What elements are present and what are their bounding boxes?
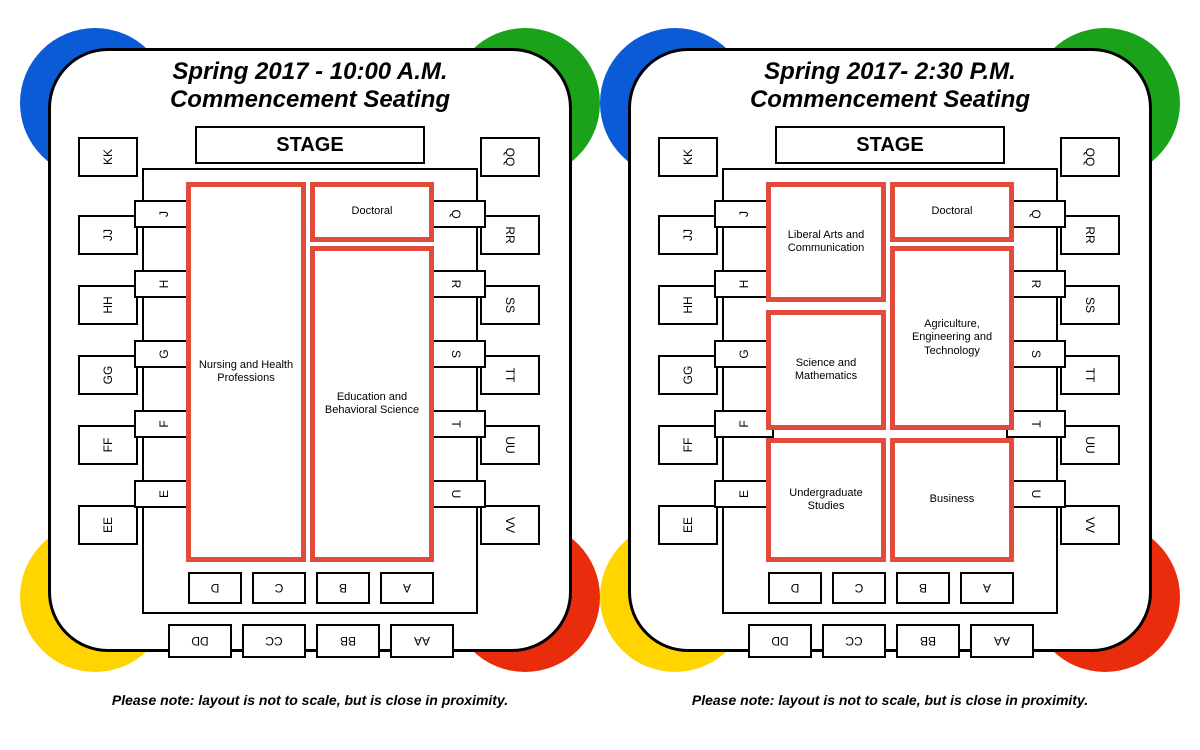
section-U: U xyxy=(1006,480,1066,508)
title-line1: Spring 2017 - 10:00 A.M. xyxy=(172,58,447,85)
grad-doctoral: Doctoral xyxy=(890,182,1014,242)
section-JJ: JJ xyxy=(78,215,138,255)
section-TT: TT xyxy=(480,355,540,395)
section-DD: DD xyxy=(748,624,812,658)
section-EE: EE xyxy=(658,505,718,545)
section-HH: HH xyxy=(658,285,718,325)
section-RR: RR xyxy=(1060,215,1120,255)
title-line1: Spring 2017- 2:30 P.M. xyxy=(764,58,1016,85)
section-VV: VV xyxy=(480,505,540,545)
chart-title: Spring 2017 - 10:00 A.M. Commencement Se… xyxy=(30,58,590,113)
grad-floor: Liberal Arts and Communication Science a… xyxy=(766,182,1014,562)
section-H: H xyxy=(134,270,194,298)
section-SS: SS xyxy=(1060,285,1120,325)
seating-chart-morning: Spring 2017 - 10:00 A.M. Commencement Se… xyxy=(30,10,590,730)
section-AA: AA xyxy=(390,624,454,658)
section-R: R xyxy=(426,270,486,298)
section-FF: FF xyxy=(78,425,138,465)
section-CC: CC xyxy=(822,624,886,658)
title-line2: Commencement Seating xyxy=(750,86,1030,113)
section-FF: FF xyxy=(658,425,718,465)
section-HH: HH xyxy=(78,285,138,325)
title-line2: Commencement Seating xyxy=(170,86,450,113)
section-TT: TT xyxy=(1060,355,1120,395)
section-E: E xyxy=(134,480,194,508)
grad-ebs: Education and Behavioral Science xyxy=(310,246,434,562)
chart-footnote: Please note: layout is not to scale, but… xyxy=(610,692,1170,708)
section-B: B xyxy=(316,572,370,604)
grad-sm: Science and Mathematics xyxy=(766,310,886,430)
section-AA: AA xyxy=(970,624,1034,658)
section-C: C xyxy=(252,572,306,604)
section-T: T xyxy=(426,410,486,438)
section-R: R xyxy=(1006,270,1066,298)
section-CC: CC xyxy=(242,624,306,658)
section-UU: UU xyxy=(480,425,540,465)
grad-doctoral: Doctoral xyxy=(310,182,434,242)
section-S: S xyxy=(1006,340,1066,368)
chart-title: Spring 2017- 2:30 P.M. Commencement Seat… xyxy=(610,58,1170,113)
grad-us: Undergraduate Studies xyxy=(766,438,886,562)
section-SS: SS xyxy=(480,285,540,325)
section-VV: VV xyxy=(1060,505,1120,545)
section-JJ: JJ xyxy=(658,215,718,255)
section-GG: GG xyxy=(658,355,718,395)
grad-floor: Nursing and Health Professions Doctoral … xyxy=(186,182,434,562)
section-H: H xyxy=(714,270,774,298)
section-T: T xyxy=(1006,410,1066,438)
section-KK: KK xyxy=(658,137,718,177)
section-Q: Q xyxy=(1006,200,1066,228)
stage-box: STAGE xyxy=(775,126,1005,164)
grad-nhp: Nursing and Health Professions xyxy=(186,182,306,562)
grad-bus: Business xyxy=(890,438,1014,562)
section-A: A xyxy=(960,572,1014,604)
section-EE: EE xyxy=(78,505,138,545)
section-G: G xyxy=(134,340,194,368)
section-BB: BB xyxy=(316,624,380,658)
section-F: F xyxy=(714,410,774,438)
section-S: S xyxy=(426,340,486,368)
grad-aet: Agriculture, Engineering and Technology xyxy=(890,246,1014,430)
section-QQ: QQ xyxy=(480,137,540,177)
section-D: D xyxy=(188,572,242,604)
section-KK: KK xyxy=(78,137,138,177)
section-F: F xyxy=(134,410,194,438)
section-U: U xyxy=(426,480,486,508)
stage-label: STAGE xyxy=(856,134,923,157)
section-B: B xyxy=(896,572,950,604)
section-DD: DD xyxy=(168,624,232,658)
chart-footnote: Please note: layout is not to scale, but… xyxy=(30,692,590,708)
seating-chart-afternoon: Spring 2017- 2:30 P.M. Commencement Seat… xyxy=(610,10,1170,730)
section-C: C xyxy=(832,572,886,604)
stage-box: STAGE xyxy=(195,126,425,164)
grad-lac: Liberal Arts and Communication xyxy=(766,182,886,302)
section-D: D xyxy=(768,572,822,604)
section-Q: Q xyxy=(426,200,486,228)
section-E: E xyxy=(714,480,774,508)
section-UU: UU xyxy=(1060,425,1120,465)
section-J: J xyxy=(134,200,194,228)
section-A: A xyxy=(380,572,434,604)
section-QQ: QQ xyxy=(1060,137,1120,177)
section-BB: BB xyxy=(896,624,960,658)
section-GG: GG xyxy=(78,355,138,395)
section-RR: RR xyxy=(480,215,540,255)
stage-label: STAGE xyxy=(276,134,343,157)
section-J: J xyxy=(714,200,774,228)
section-G: G xyxy=(714,340,774,368)
